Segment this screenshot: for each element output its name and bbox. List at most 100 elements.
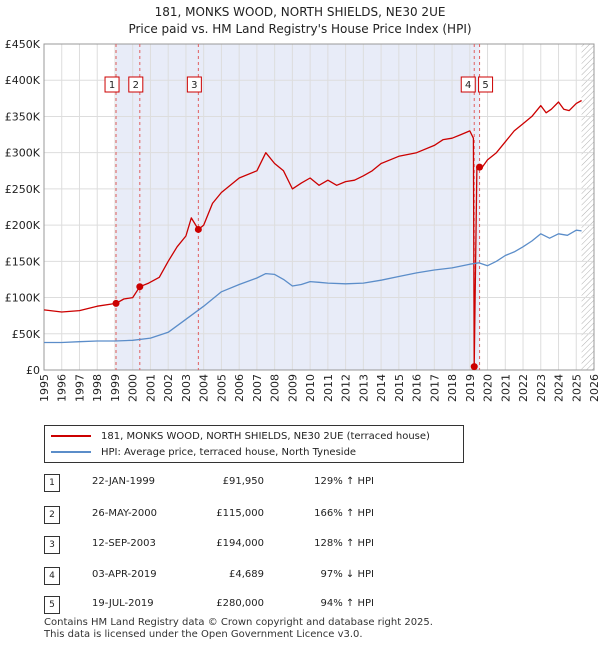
legend-label-hpi: HPI: Average price, terraced house, Nort…	[101, 446, 357, 458]
plot-frame	[43, 43, 595, 371]
row-price: £115,000	[216, 508, 264, 519]
x-tick-label: 1997	[73, 374, 86, 402]
sale-point	[470, 363, 478, 371]
legend-swatch-blue	[51, 451, 91, 453]
legend-label-property: 181, MONKS WOOD, NORTH SHIELDS, NE30 2UE…	[101, 430, 430, 442]
x-tick-label: 2009	[286, 374, 299, 402]
x-tick-label: 2000	[127, 374, 140, 402]
chart-title: 181, MONKS WOOD, NORTH SHIELDS, NE30 2UE	[155, 5, 446, 19]
y-tick-label: £350K	[5, 110, 41, 123]
x-tick-label: 2015	[393, 374, 406, 402]
x-tick-label: 2017	[428, 374, 441, 402]
sale-point	[194, 225, 202, 233]
x-tick-label: 2007	[251, 374, 264, 402]
x-tick-label: 1999	[109, 374, 122, 402]
x-tick-label: 2012	[340, 374, 353, 402]
x-tick-label: 1996	[56, 374, 69, 402]
y-tick-label: £0	[26, 364, 40, 377]
price-chart: 181, MONKS WOOD, NORTH SHIELDS, NE30 2UE…	[5, 5, 600, 402]
row-number-box: 1	[44, 474, 60, 492]
transaction-label-box: 4	[460, 76, 476, 93]
x-tick-label: 2026	[588, 374, 600, 402]
x-tick-label: 2018	[446, 374, 459, 402]
x-tick-label: 2019	[464, 374, 477, 402]
future-hatch-region	[581, 44, 594, 370]
label-box-number: 5	[482, 80, 488, 91]
x-tick-label: 2004	[198, 374, 211, 402]
row-price: £280,000	[216, 598, 264, 609]
label-box-number: 1	[109, 80, 115, 91]
transaction-label-box: 1	[104, 76, 120, 93]
x-tick-label: 2020	[482, 374, 495, 402]
legend-item-hpi: HPI: Average price, terraced house, Nort…	[51, 444, 356, 460]
shaded-region	[116, 44, 480, 370]
x-tick-label: 1995	[38, 374, 51, 402]
x-tick-label: 2014	[375, 374, 388, 402]
series-line-hpi	[44, 229, 582, 344]
x-tick-label: 2003	[180, 374, 193, 402]
x-tick-label: 2013	[357, 374, 370, 402]
sale-point	[136, 283, 144, 291]
legend: 181, MONKS WOOD, NORTH SHIELDS, NE30 2UE…	[44, 425, 464, 463]
table-row: 2 26-MAY-2000 £115,000 166% ↑ HPI	[44, 506, 384, 526]
label-box-frame	[478, 76, 494, 93]
row-number-box: 4	[44, 567, 60, 585]
table-row: 1 22-JAN-1999 £91,950 129% ↑ HPI	[44, 474, 384, 494]
legend-item-property: 181, MONKS WOOD, NORTH SHIELDS, NE30 2UE…	[51, 428, 430, 444]
row-hpi: 97% ↓ HPI	[320, 569, 374, 580]
x-tick-label: 2023	[535, 374, 548, 402]
y-tick-label: £150K	[5, 255, 41, 268]
transaction-label-box: 5	[478, 76, 494, 93]
row-number-box: 5	[44, 596, 60, 614]
label-box-frame	[460, 76, 476, 93]
row-hpi: 94% ↑ HPI	[320, 598, 374, 609]
footer-line-2: This data is licensed under the Open Gov…	[44, 629, 363, 640]
x-tick-label: 2001	[144, 374, 157, 402]
x-tick-label: 2002	[162, 374, 175, 402]
footer-attribution: Contains HM Land Registry data © Crown c…	[44, 617, 433, 641]
sale-point	[112, 299, 120, 307]
row-number-box: 2	[44, 506, 60, 524]
table-row: 5 19-JUL-2019 £280,000 94% ↑ HPI	[44, 596, 384, 616]
x-tick-label: 2006	[233, 374, 246, 402]
x-tick-label: 2010	[304, 374, 317, 402]
row-date: 03-APR-2019	[92, 569, 157, 580]
row-date: 26-MAY-2000	[92, 508, 158, 519]
y-tick-label: £400K	[5, 74, 41, 87]
x-tick-label: 1998	[91, 374, 104, 402]
x-tick-label: 2022	[517, 374, 530, 402]
label-box-number: 4	[465, 80, 471, 91]
transaction-label-box: 2	[128, 76, 144, 93]
transaction-label-box: 3	[186, 76, 202, 93]
row-hpi: 166% ↑ HPI	[314, 508, 374, 519]
row-number-box: 3	[44, 536, 60, 554]
x-tick-label: 2005	[215, 374, 228, 402]
x-tick-label: 2021	[499, 374, 512, 402]
row-date: 22-JAN-1999	[92, 476, 156, 487]
y-tick-label: £200K	[5, 219, 41, 232]
row-price: £194,000	[216, 538, 264, 549]
row-price: £4,689	[229, 569, 264, 580]
x-tick-label: 2024	[553, 374, 566, 402]
label-box-frame	[104, 76, 120, 93]
chart-subtitle: Price paid vs. HM Land Registry's House …	[128, 22, 471, 36]
row-price: £91,950	[222, 476, 264, 487]
footer-line-1: Contains HM Land Registry data © Crown c…	[44, 617, 433, 628]
y-tick-label: £450K	[5, 38, 41, 51]
label-box-frame	[128, 76, 144, 93]
label-box-frame	[186, 76, 202, 93]
row-hpi: 128% ↑ HPI	[314, 538, 374, 549]
y-tick-label: £100K	[5, 292, 41, 305]
label-box-number: 3	[191, 80, 197, 91]
table-row: 4 03-APR-2019 £4,689 97% ↓ HPI	[44, 567, 384, 587]
x-tick-label: 2016	[411, 374, 424, 402]
y-tick-label: £50K	[12, 328, 41, 341]
x-tick-label: 2011	[322, 374, 335, 402]
legend-swatch-red	[51, 435, 91, 437]
label-box-number: 2	[133, 80, 139, 91]
row-date: 12-SEP-2003	[92, 538, 156, 549]
x-tick-label: 2008	[269, 374, 282, 402]
row-hpi: 129% ↑ HPI	[314, 476, 374, 487]
y-tick-label: £300K	[5, 147, 41, 160]
table-row: 3 12-SEP-2003 £194,000 128% ↑ HPI	[44, 536, 384, 556]
